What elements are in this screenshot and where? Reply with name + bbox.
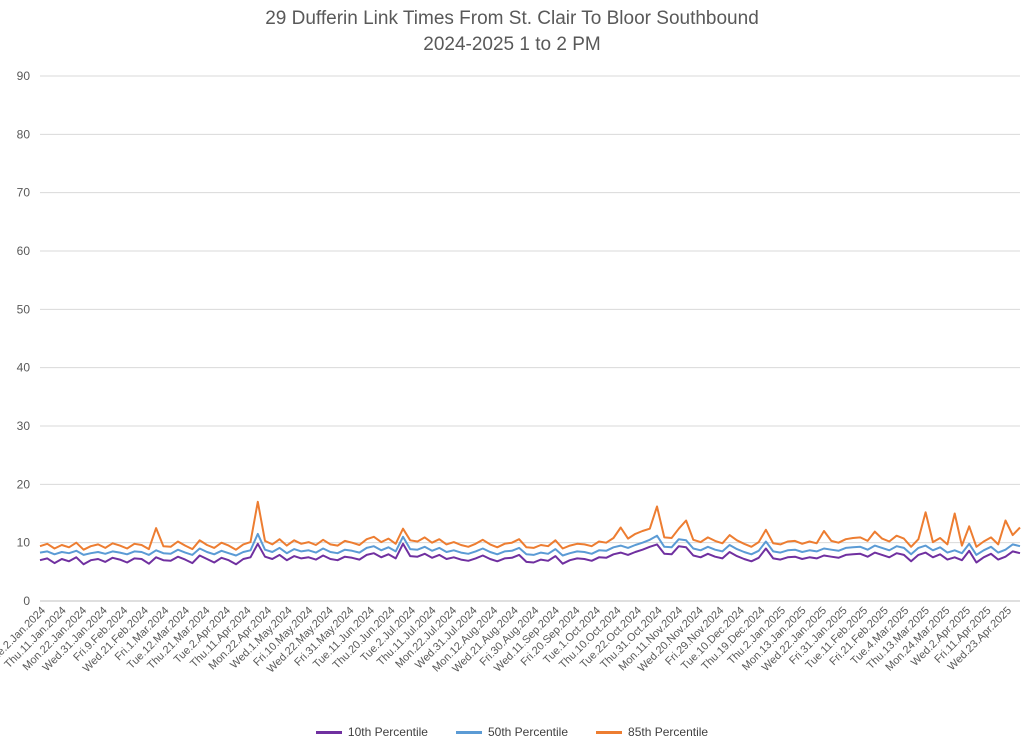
legend-swatch xyxy=(455,730,482,734)
legend-swatch xyxy=(315,730,342,734)
y-tick-label: 20 xyxy=(17,477,31,491)
legend-swatch xyxy=(596,730,623,734)
legend-label: 50th Percentile xyxy=(487,725,569,739)
legend-label: 85th Percentile xyxy=(628,725,709,739)
series-line-1 xyxy=(39,532,1021,557)
y-tick-label: 90 xyxy=(17,69,31,83)
y-tick-label: 70 xyxy=(17,186,31,200)
y-tick-label: 30 xyxy=(17,419,31,433)
y-tick-label: 60 xyxy=(17,244,31,258)
legend-label: 10th Percentile xyxy=(347,725,428,739)
legend-item-50th: 50th Percentile xyxy=(455,725,569,739)
gridlines xyxy=(40,75,1020,602)
chart-title: 29 Dufferin Link Times From St. Clair To… xyxy=(265,8,759,29)
series-line-2 xyxy=(39,500,1021,551)
y-tick-label: 50 xyxy=(17,302,31,316)
legend-item-10th: 10th Percentile xyxy=(315,725,428,739)
legend: 10th Percentile 50th Percentile 85th Per… xyxy=(0,725,1024,739)
legend-item-85th: 85th Percentile xyxy=(596,725,708,739)
y-tick-label: 0 xyxy=(23,594,30,608)
y-tick-label: 40 xyxy=(17,361,31,375)
y-tick-label: 80 xyxy=(17,127,31,141)
y-tick-label: 10 xyxy=(17,536,31,550)
y-axis-tick-labels: 0 10 20 30 40 50 60 70 80 90 xyxy=(17,69,31,608)
chart-subtitle: 2024-2025 1 to 2 PM xyxy=(423,34,601,55)
series-lines xyxy=(39,500,1021,566)
x-axis-tick-labels: Tue.2.Jan.2024Thu.11.Jan.2024Mon.22.Jan.… xyxy=(0,605,1014,676)
series-line-0 xyxy=(39,542,1021,566)
